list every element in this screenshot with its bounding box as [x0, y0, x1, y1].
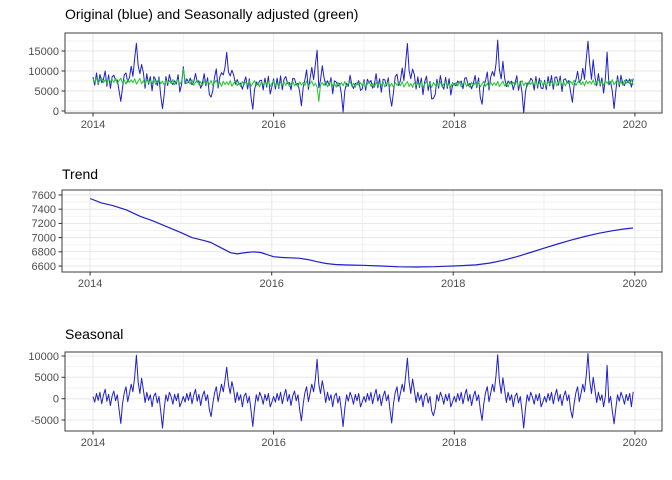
svg-text:15000: 15000 — [28, 46, 59, 58]
trend-plot: 2014 2016 2018 2020 6600 6800 7000 7200 7400 7600 — [0, 160, 672, 320]
svg-text:2020: 2020 — [623, 437, 647, 449]
svg-text:2016: 2016 — [261, 437, 285, 449]
svg-text:2020: 2020 — [623, 278, 647, 290]
svg-text:2016: 2016 — [261, 119, 285, 131]
svg-text:-5000: -5000 — [31, 415, 59, 427]
svg-text:2020: 2020 — [623, 119, 647, 131]
svg-text:2014: 2014 — [81, 437, 105, 449]
svg-text:7400: 7400 — [32, 204, 56, 216]
svg-text:2014: 2014 — [81, 119, 105, 131]
svg-text:2016: 2016 — [259, 278, 283, 290]
svg-text:2014: 2014 — [78, 278, 102, 290]
svg-text:0: 0 — [53, 106, 59, 118]
svg-text:10000: 10000 — [28, 66, 59, 78]
original-seasadj-plot: 2014 2016 2018 2020 0 5000 10000 15000 — [0, 0, 672, 160]
seasonal-plot: 2014 2016 2018 2020 -5000 0 5000 10000 — [0, 320, 672, 480]
svg-text:6600: 6600 — [32, 261, 56, 273]
svg-text:7000: 7000 — [32, 232, 56, 244]
svg-text:7600: 7600 — [32, 190, 56, 202]
svg-text:0: 0 — [53, 394, 59, 406]
svg-text:7200: 7200 — [32, 218, 56, 230]
svg-text:5000: 5000 — [35, 372, 59, 384]
svg-text:5000: 5000 — [35, 86, 59, 98]
chart-title-seasonal: Seasonal — [65, 326, 124, 342]
svg-text:6800: 6800 — [32, 247, 56, 259]
svg-text:2018: 2018 — [442, 437, 466, 449]
chart-original-and-seasonally-adjusted: 2014 2016 2018 2020 0 5000 10000 15000 Original… — [0, 0, 672, 160]
chart-title-original: Original (blue) and Seasonally adjusted … — [65, 6, 359, 22]
chart-seasonal: 2014 2016 2018 2020 -5000 0 5000 10000 Seasonal — [0, 320, 672, 480]
chart-title-trend: Trend — [62, 166, 99, 182]
svg-text:2018: 2018 — [441, 278, 465, 290]
svg-text:2018: 2018 — [442, 119, 466, 131]
chart-trend: 2014 2016 2018 2020 6600 6800 7000 7200 7400 7600… — [0, 160, 672, 320]
svg-text:10000: 10000 — [28, 351, 59, 363]
